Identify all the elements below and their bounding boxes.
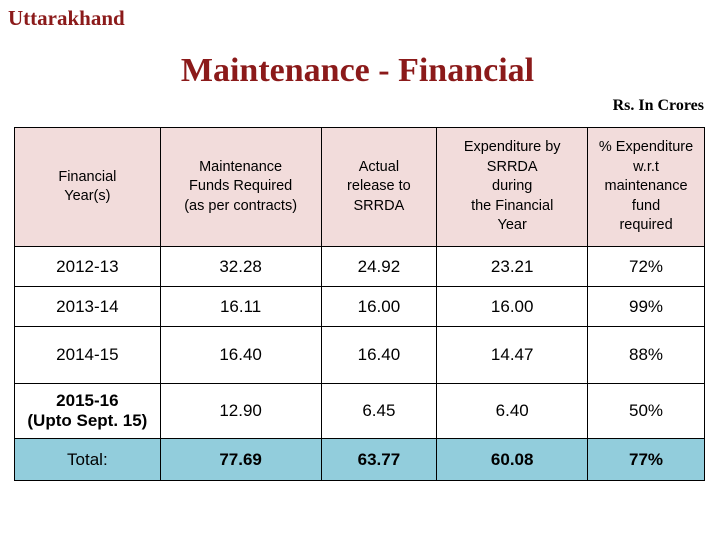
table-row-cell: 72% — [587, 246, 705, 287]
total-row-cell: 63.77 — [320, 438, 438, 481]
table-row-cell: 16.40 — [159, 326, 322, 384]
unit-label: Rs. In Crores — [612, 97, 704, 114]
total-row-cell: 60.08 — [436, 438, 589, 481]
table-row-cell: 2012-13 — [14, 246, 161, 287]
header-row: Financial Year(s) Maintenance Funds Requi… — [14, 127, 705, 247]
table-row-cell: 88% — [587, 326, 705, 384]
header-row-cell: % Expenditure w.r.t maintenance fund req… — [587, 127, 705, 247]
table-row-cell: 6.40 — [436, 383, 589, 439]
table-row-cell: 2014-15 — [14, 326, 161, 384]
header-row-cell: Expenditure by SRRDA during the Financia… — [436, 127, 589, 247]
table-row-cell: 16.00 — [320, 286, 438, 327]
table-row-cell: 12.90 — [159, 383, 322, 439]
table-row-cell: 23.21 — [436, 246, 589, 287]
table-row-cell: 24.92 — [320, 246, 438, 287]
total-row: Total: 77.69 63.77 60.08 77% — [14, 438, 705, 481]
table-row: 2012-13 32.28 24.92 23.21 72% — [14, 246, 705, 287]
total-row-cell: Total: — [14, 438, 161, 481]
financial-table: Financial Year(s) Maintenance Funds Requi… — [14, 127, 705, 481]
table-row-cell: 14.47 — [436, 326, 589, 384]
table-row-cell: 50% — [587, 383, 705, 439]
table-row-cell: 16.40 — [320, 326, 438, 384]
table-row-cell: 99% — [587, 286, 705, 327]
table-row: 2013-14 16.11 16.00 16.00 99% — [14, 286, 705, 327]
header-row-cell: Maintenance Funds Required (as per contr… — [159, 127, 322, 247]
table-row: 2014-15 16.40 16.40 14.47 88% — [14, 326, 705, 384]
header-row-cell: Actual release to SRRDA — [320, 127, 438, 247]
total-row-cell: 77.69 — [159, 438, 322, 481]
table-row-cell: 6.45 — [320, 383, 438, 439]
table-row: 2015-16 (Upto Sept. 15) 12.90 6.45 6.40 50% — [14, 383, 705, 439]
table-row-cell: 32.28 — [159, 246, 322, 287]
state-label: Uttarakhand — [8, 6, 125, 30]
table-row-cell: 16.00 — [436, 286, 589, 327]
table-row-cell: 2013-14 — [14, 286, 161, 327]
header-row-cell: Financial Year(s) — [14, 127, 161, 247]
table-row-cell: 16.11 — [159, 286, 322, 327]
total-row-cell: 77% — [587, 438, 705, 481]
page-title: Maintenance - Financial — [180, 52, 535, 89]
table-row-cell: 2015-16 (Upto Sept. 15) — [14, 383, 161, 439]
